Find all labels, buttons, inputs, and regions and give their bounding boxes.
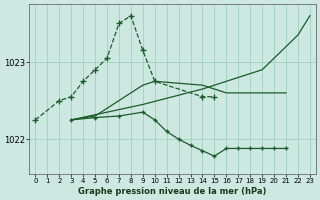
X-axis label: Graphe pression niveau de la mer (hPa): Graphe pression niveau de la mer (hPa): [78, 187, 267, 196]
